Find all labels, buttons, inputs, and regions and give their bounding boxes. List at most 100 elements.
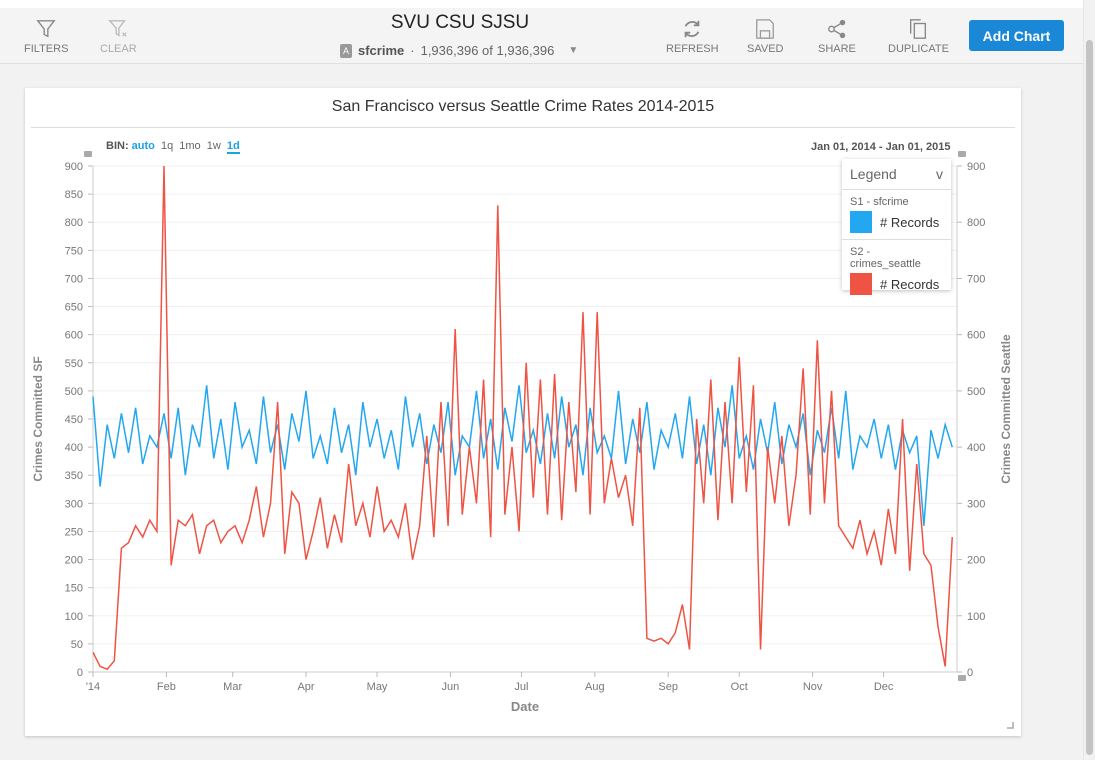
x-tick-label: May: [367, 681, 388, 693]
y-tick-label: 750: [65, 245, 83, 257]
y-tick-label: 500: [65, 386, 83, 398]
y2-tick-label: 400: [967, 442, 985, 454]
clear-label: CLEAR: [100, 43, 137, 55]
y-tick-label: 900: [65, 161, 83, 173]
x-tick-label: Jul: [514, 681, 528, 693]
legend-toggle-icon[interactable]: v: [936, 166, 943, 182]
legend-series-name: S2 - crimes_seattle: [850, 246, 921, 270]
chart-card: San Francisco versus Seattle Crime Rates…: [25, 88, 1021, 736]
scrollbar-thumb[interactable]: [1086, 40, 1093, 755]
y-tick-label: 400: [65, 442, 83, 454]
chart-title: San Francisco versus Seattle Crime Rates…: [331, 98, 715, 115]
x-tick-label: Feb: [157, 681, 176, 693]
refresh-button[interactable]: REFRESH: [666, 18, 719, 55]
share-button[interactable]: SHARE: [818, 18, 856, 55]
x-tick-label: Nov: [803, 681, 823, 693]
refresh-label: REFRESH: [666, 43, 719, 55]
chevron-down-icon: ▼: [568, 45, 579, 56]
bin-1q[interactable]: 1q: [160, 140, 174, 152]
legend-series-name: S1 - sfcrime: [850, 196, 909, 208]
duplicate-button[interactable]: DUPLICATE: [888, 18, 949, 55]
legend-group-sf[interactable]: S1 - sfcrime # Records: [842, 190, 951, 240]
x-tick-label: '14: [86, 681, 100, 693]
y-tick-label: 100: [65, 611, 83, 623]
y-tick-label: 200: [65, 555, 83, 567]
duplicate-label: DUPLICATE: [888, 43, 949, 55]
legend: Legend v S1 - sfcrime # Records S2 - crim…: [842, 159, 951, 295]
y2-tick-label: 300: [967, 498, 985, 510]
date-range[interactable]: Jan 01, 2014 - Jan 01, 2015: [811, 141, 950, 153]
y-axis-label: Crimes Committed SF: [31, 356, 45, 481]
y-tick-label: 450: [65, 414, 83, 426]
bin-1w[interactable]: 1w: [206, 140, 221, 152]
y-tick-label: 250: [65, 526, 83, 538]
saved-button[interactable]: SAVED: [747, 18, 783, 55]
y2-tick-label: 100: [967, 611, 985, 623]
dashboard-title: SVU CSU SJSU: [390, 12, 530, 33]
share-icon: [828, 19, 846, 39]
y-tick-label: 300: [65, 498, 83, 510]
toolbar: FILTERS CLEAR SVU CSU SJSU A sfcrime · 1,…: [0, 8, 1083, 64]
x-tick-label: Apr: [297, 681, 314, 693]
title-divider: [31, 127, 1015, 128]
x-tick-label: Jun: [442, 681, 460, 693]
clear-button[interactable]: CLEAR: [100, 18, 137, 55]
duplicate-icon: [910, 19, 927, 39]
x-tick-label: Sep: [658, 681, 678, 693]
separator-dot: ·: [410, 43, 415, 58]
x-axis-label: Date: [511, 699, 539, 714]
legend-title: Legend: [850, 166, 897, 182]
y-tick-label: 850: [65, 189, 83, 201]
y2-tick-label: 0: [967, 667, 973, 679]
refresh-icon: [684, 20, 700, 38]
add-chart-button[interactable]: Add Chart: [969, 20, 1064, 51]
series-line-seattle: [92, 165, 954, 671]
x-tick-label: Oct: [731, 681, 748, 693]
y2-tick-label: 200: [967, 555, 985, 567]
clear-filter-icon: [108, 20, 128, 37]
filter-icon: [36, 20, 56, 38]
y-tick-label: 600: [65, 330, 83, 342]
y-tick-label: 350: [65, 470, 83, 482]
range-separator: -: [878, 141, 883, 153]
x-tick-label: Mar: [223, 681, 242, 693]
x-tick-label: Aug: [585, 681, 605, 693]
y2-tick-label: 900: [967, 161, 985, 173]
save-icon: [756, 19, 775, 39]
y-tick-label: 0: [77, 667, 83, 679]
y2-axis-label: Crimes Committed Seattle: [999, 334, 1013, 484]
y-tick-label: 50: [71, 639, 83, 651]
dataset-name: sfcrime: [358, 43, 405, 58]
y2-tick-label: 800: [967, 217, 985, 229]
bin-1d[interactable]: 1d: [226, 140, 240, 154]
y2-tick-label: 700: [967, 273, 985, 285]
share-label: SHARE: [818, 43, 856, 55]
x-tick-label: Dec: [874, 681, 894, 693]
series-line-sf: [92, 385, 953, 526]
legend-item-label: # Records: [880, 214, 940, 230]
saved-label: SAVED: [747, 43, 784, 55]
filters-button[interactable]: FILTERS: [24, 18, 68, 55]
lock-icon-left: [84, 151, 92, 157]
bin-selector: BIN: auto 1q 1mo 1w 1d: [106, 140, 243, 154]
y-tick-label: 650: [65, 302, 83, 314]
record-count: 1,936,396 of 1,936,396: [420, 43, 555, 58]
legend-swatch: [850, 273, 872, 295]
top-strip: [0, 0, 1083, 8]
bin-auto[interactable]: auto: [131, 140, 155, 152]
y2-tick-label: 600: [967, 330, 985, 342]
y-tick-label: 800: [65, 217, 83, 229]
lock-icon-right: [958, 151, 966, 157]
y-tick-label: 150: [65, 583, 83, 595]
legend-group-seattle[interactable]: S2 - crimes_seattle # Records: [842, 240, 951, 301]
y-tick-label: 700: [65, 273, 83, 285]
legend-item-label: # Records: [880, 276, 940, 292]
dataset-selector[interactable]: A sfcrime · 1,936,396 of 1,936,396 ▼: [340, 43, 578, 58]
range-end: Jan 01, 2015: [885, 141, 951, 153]
scrollbar[interactable]: [1083, 0, 1095, 760]
bin-label: BIN:: [106, 140, 129, 152]
bin-1mo[interactable]: 1mo: [179, 140, 201, 152]
dataset-icon: A: [340, 43, 352, 58]
legend-header[interactable]: Legend v: [842, 159, 951, 190]
legend-swatch: [850, 211, 872, 233]
